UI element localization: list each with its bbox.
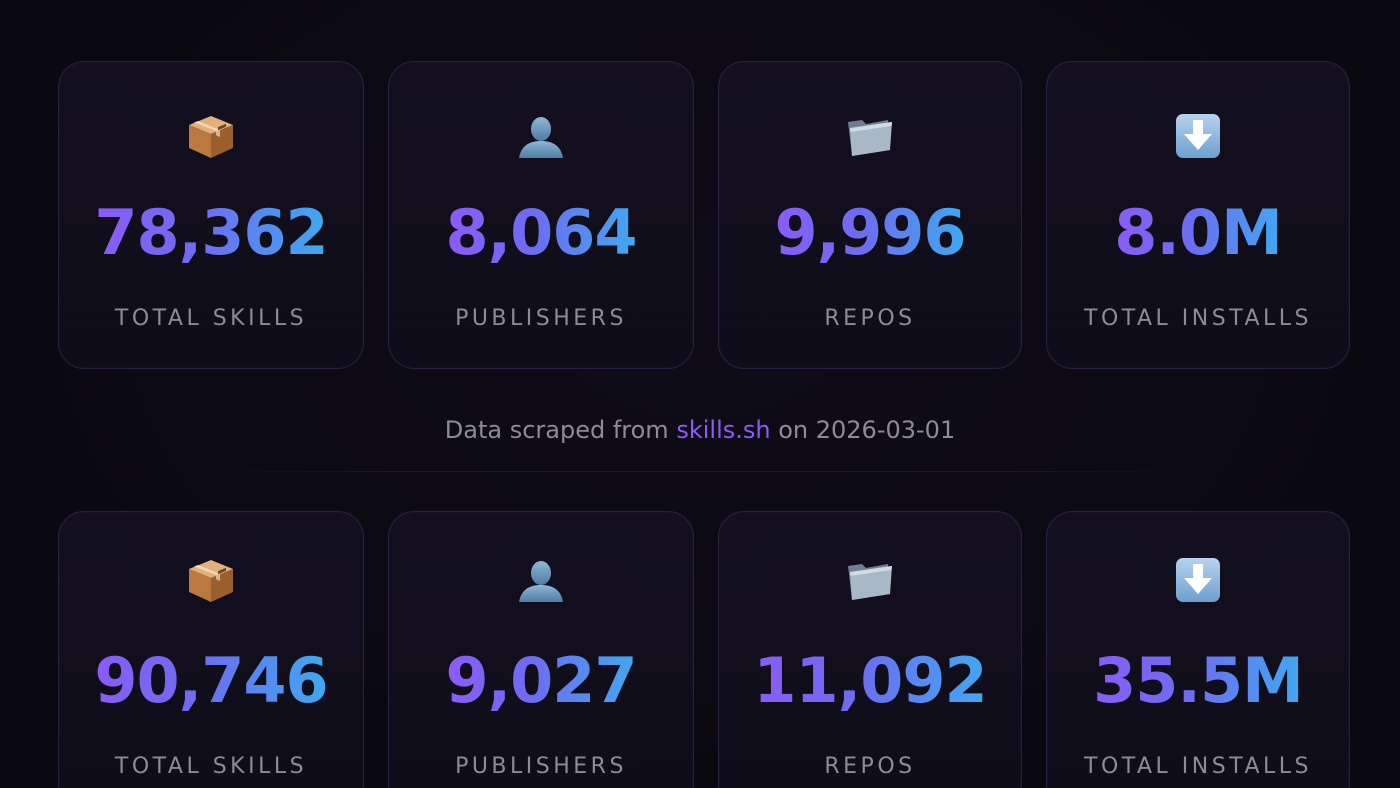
stat-value: 8.0M [1114, 196, 1283, 269]
user-icon [515, 554, 567, 606]
stat-card-publishers: 8,064 PUBLISHERS [388, 61, 694, 369]
stat-label: TOTAL SKILLS [114, 754, 308, 779]
stat-card-total-installs: 35.5M TOTAL INSTALLS [1046, 511, 1350, 788]
stat-value: 78,362 [94, 196, 328, 269]
stat-label: PUBLISHERS [455, 754, 627, 779]
package-icon [185, 554, 237, 606]
section-divider [210, 471, 1190, 472]
stat-value: 9,996 [774, 196, 966, 269]
download-arrow-icon [1172, 554, 1224, 606]
stat-value: 9,027 [445, 644, 637, 717]
stat-value: 90,746 [94, 644, 328, 717]
stat-card-total-skills: 78,362 TOTAL SKILLS [58, 61, 364, 369]
stat-card-total-installs: 8.0M TOTAL INSTALLS [1046, 61, 1350, 369]
stat-card-publishers: 9,027 PUBLISHERS [388, 511, 694, 788]
folder-icon [844, 110, 896, 162]
stat-label: TOTAL INSTALLS [1084, 754, 1312, 779]
data-source-caption: Data scraped from skills.sh on 2026-03-0… [0, 414, 1400, 446]
stat-label: PUBLISHERS [455, 306, 627, 331]
stat-value: 8,064 [445, 196, 637, 269]
download-arrow-icon [1172, 110, 1224, 162]
skills-sh-link[interactable]: skills.sh [676, 416, 771, 444]
caption-suffix: on 2026-03-01 [770, 416, 956, 444]
package-icon [185, 110, 237, 162]
stat-card-repos: 9,996 REPOS [718, 61, 1022, 369]
stat-value: 11,092 [753, 644, 987, 717]
stat-label: REPOS [824, 306, 916, 331]
stat-value: 35.5M [1093, 644, 1304, 717]
user-icon [515, 110, 567, 162]
stat-label: REPOS [824, 754, 916, 779]
stat-label: TOTAL SKILLS [114, 306, 308, 331]
stat-card-total-skills: 90,746 TOTAL SKILLS [58, 511, 364, 788]
stat-card-repos: 11,092 REPOS [718, 511, 1022, 788]
stat-label: TOTAL INSTALLS [1084, 306, 1312, 331]
caption-prefix: Data scraped from [444, 416, 677, 444]
folder-icon [844, 554, 896, 606]
